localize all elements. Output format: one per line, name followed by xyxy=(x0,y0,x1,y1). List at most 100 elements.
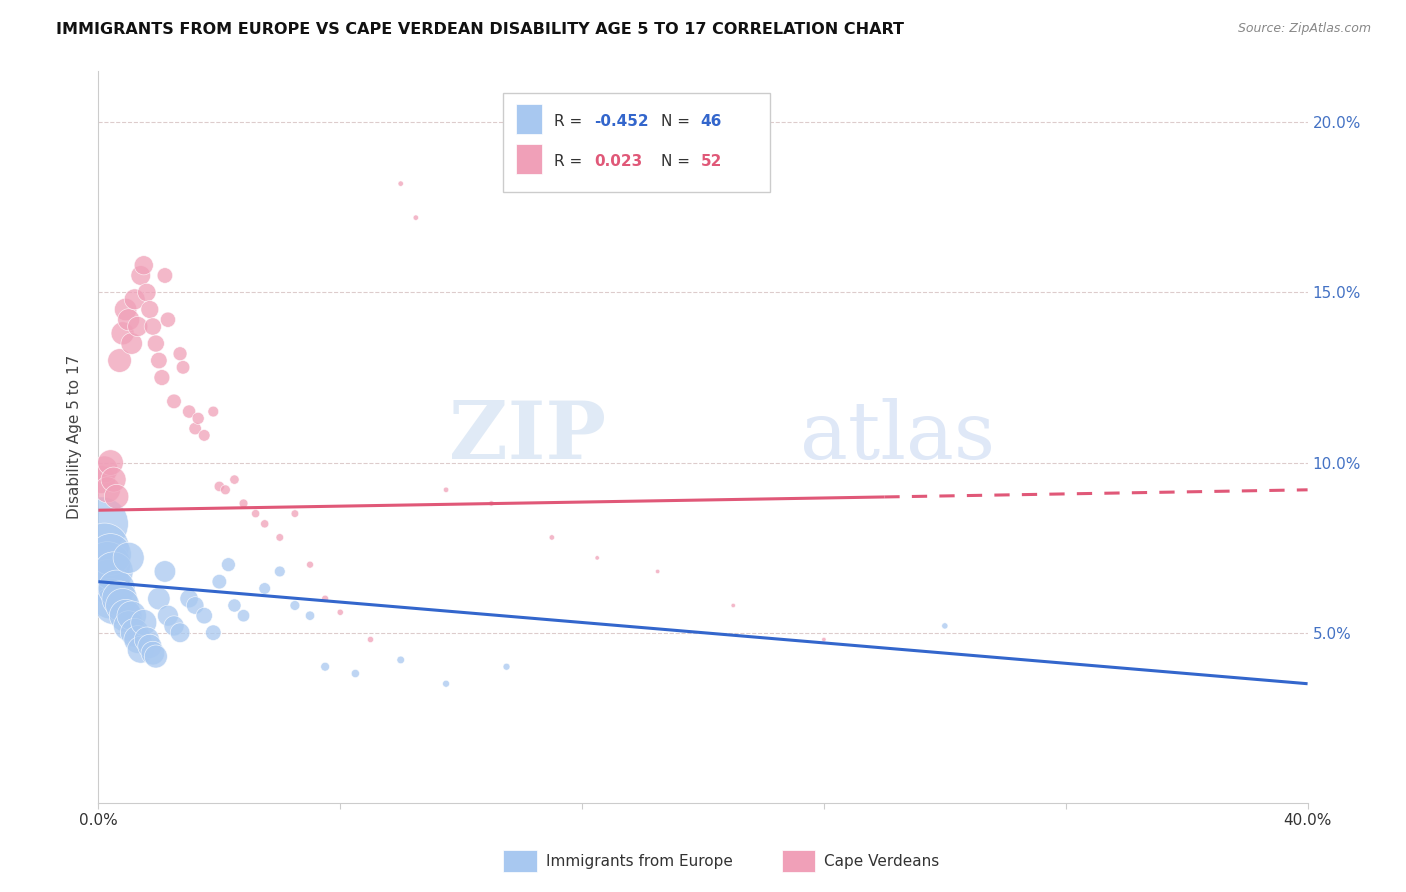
Point xyxy=(208,479,231,493)
Point xyxy=(253,582,276,596)
FancyBboxPatch shape xyxy=(782,850,815,872)
Point xyxy=(434,677,457,691)
Point xyxy=(299,558,322,572)
Point xyxy=(114,608,136,623)
Point xyxy=(135,285,157,300)
Point xyxy=(586,550,609,565)
Point xyxy=(129,268,152,283)
Point xyxy=(232,496,254,510)
Point xyxy=(269,531,291,545)
Point xyxy=(148,353,170,368)
Text: R =: R = xyxy=(554,153,592,169)
Point xyxy=(124,625,146,640)
Text: IMMIGRANTS FROM EUROPE VS CAPE VERDEAN DISABILITY AGE 5 TO 17 CORRELATION CHART: IMMIGRANTS FROM EUROPE VS CAPE VERDEAN D… xyxy=(56,22,904,37)
Point xyxy=(93,462,115,476)
Text: Source: ZipAtlas.com: Source: ZipAtlas.com xyxy=(1237,22,1371,36)
Point xyxy=(90,516,112,531)
Point xyxy=(163,394,186,409)
Point xyxy=(269,565,291,579)
Point xyxy=(405,211,427,225)
FancyBboxPatch shape xyxy=(503,850,537,872)
Point xyxy=(153,268,176,283)
Point xyxy=(813,632,835,647)
Point xyxy=(284,599,307,613)
Point xyxy=(96,574,118,589)
Point xyxy=(114,302,136,317)
Text: N =: N = xyxy=(661,153,695,169)
Point xyxy=(121,608,143,623)
Point xyxy=(184,599,207,613)
Text: 46: 46 xyxy=(700,113,721,128)
Point xyxy=(100,456,122,470)
Point xyxy=(245,507,267,521)
Point xyxy=(214,483,236,497)
FancyBboxPatch shape xyxy=(503,94,769,192)
Point xyxy=(118,550,141,565)
Point xyxy=(100,548,122,562)
Text: -0.452: -0.452 xyxy=(595,113,648,128)
Point xyxy=(129,642,152,657)
Point xyxy=(193,428,215,442)
Point xyxy=(127,319,149,334)
Text: R =: R = xyxy=(554,113,588,128)
Point xyxy=(314,591,336,606)
Point xyxy=(723,599,745,613)
Point xyxy=(100,591,122,606)
Text: Immigrants from Europe: Immigrants from Europe xyxy=(546,854,733,869)
Point xyxy=(217,558,239,572)
Point xyxy=(135,632,157,647)
Point xyxy=(111,599,134,613)
Point xyxy=(139,302,162,317)
Point xyxy=(187,411,209,425)
Point xyxy=(93,541,115,555)
Point xyxy=(284,507,307,521)
Text: 0.023: 0.023 xyxy=(595,153,643,169)
Point xyxy=(108,353,131,368)
Point xyxy=(329,605,352,619)
Point xyxy=(202,404,225,418)
Point xyxy=(142,319,165,334)
FancyBboxPatch shape xyxy=(516,103,543,134)
Point xyxy=(111,326,134,341)
Point xyxy=(169,625,191,640)
Point xyxy=(208,574,231,589)
Point xyxy=(389,653,412,667)
Point xyxy=(153,565,176,579)
Point xyxy=(389,177,412,191)
Point xyxy=(169,347,191,361)
Point xyxy=(481,496,503,510)
Point xyxy=(90,473,112,487)
Point xyxy=(172,360,194,375)
Point xyxy=(232,608,254,623)
Point xyxy=(156,312,179,326)
Point xyxy=(118,619,141,633)
Point xyxy=(934,619,956,633)
Point xyxy=(103,473,125,487)
Point xyxy=(148,591,170,606)
Point xyxy=(96,483,118,497)
Point xyxy=(360,632,382,647)
Text: 52: 52 xyxy=(700,153,721,169)
Point xyxy=(314,659,336,673)
Point xyxy=(179,404,201,418)
Point xyxy=(132,615,155,630)
Point xyxy=(105,490,128,504)
Point xyxy=(139,640,162,654)
Point xyxy=(495,659,517,673)
Point xyxy=(118,312,141,326)
Point xyxy=(124,293,146,307)
Point xyxy=(299,608,322,623)
Point xyxy=(179,591,201,606)
Y-axis label: Disability Age 5 to 17: Disability Age 5 to 17 xyxy=(67,355,83,519)
Point xyxy=(163,619,186,633)
Text: N =: N = xyxy=(661,113,695,128)
Point xyxy=(156,608,179,623)
Text: ZIP: ZIP xyxy=(450,398,606,476)
Point xyxy=(434,483,457,497)
Point xyxy=(344,666,367,681)
Point xyxy=(108,591,131,606)
Point xyxy=(145,336,167,351)
Text: atlas: atlas xyxy=(800,398,995,476)
Point xyxy=(253,516,276,531)
Point xyxy=(184,421,207,435)
